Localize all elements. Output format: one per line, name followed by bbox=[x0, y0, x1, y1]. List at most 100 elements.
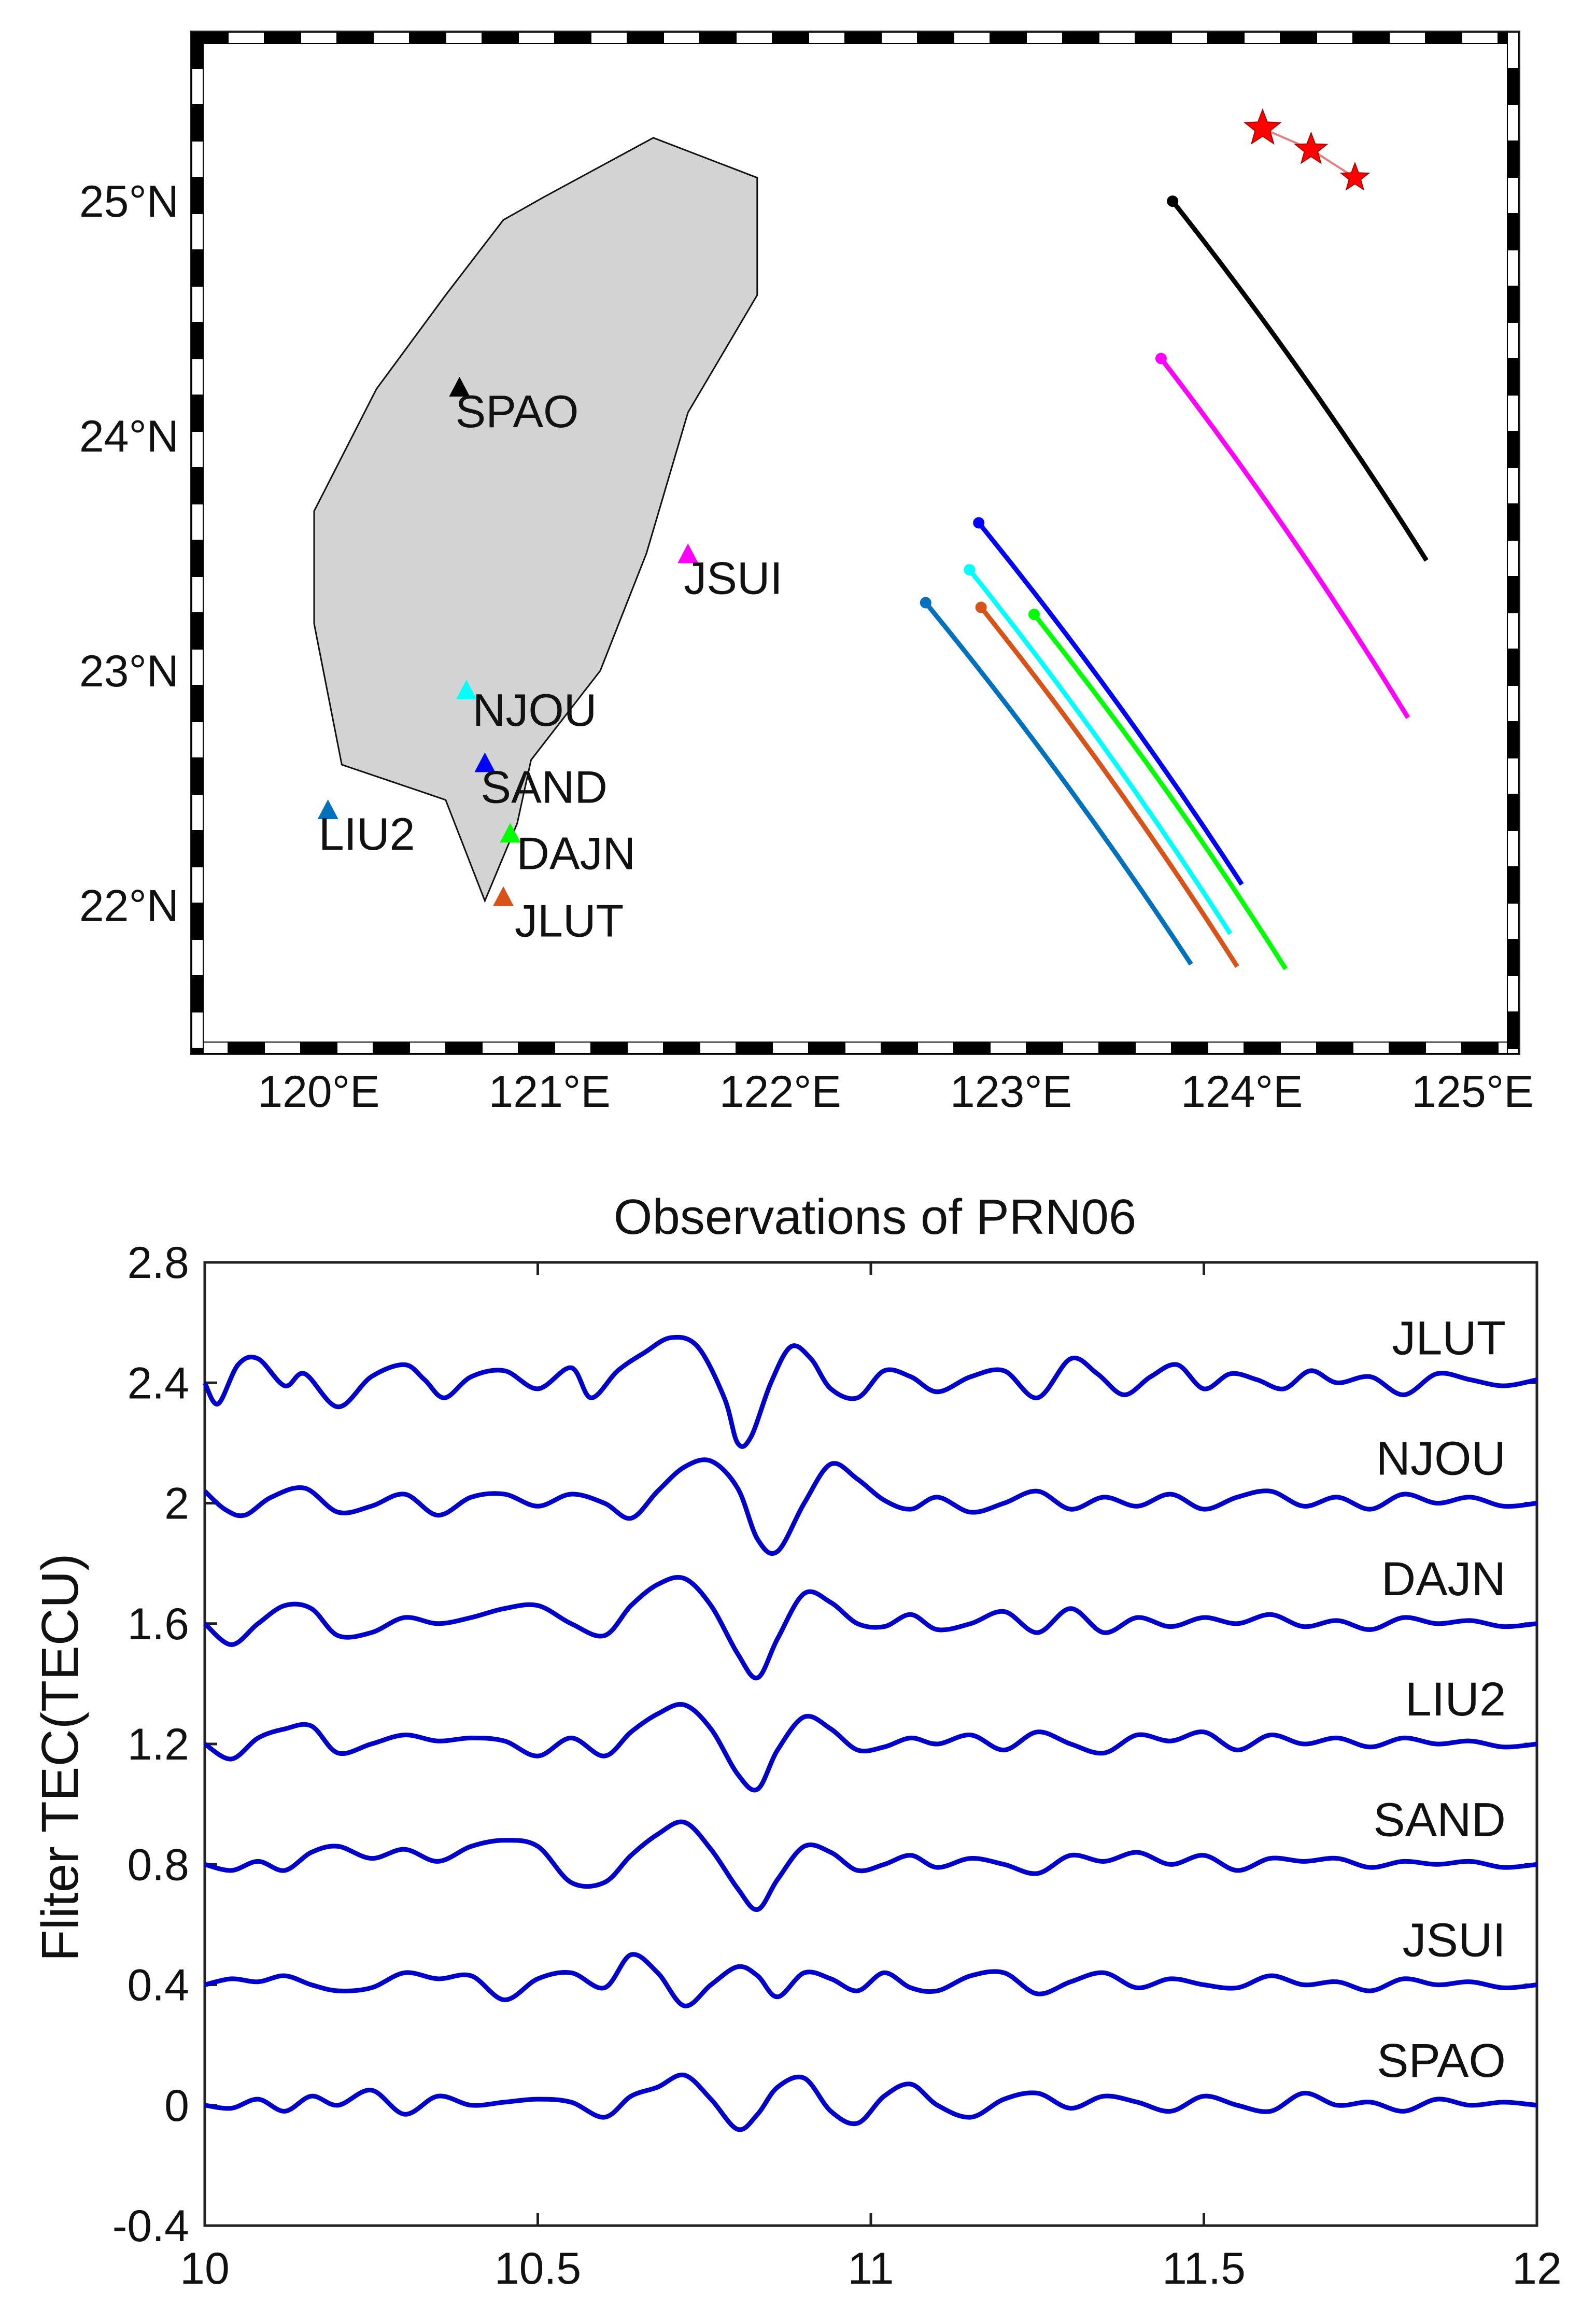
series-label: LIU2 bbox=[1405, 1673, 1506, 1726]
y-tick-label: 24°N bbox=[79, 412, 179, 461]
border-segment bbox=[191, 975, 204, 1012]
border-segment bbox=[482, 1042, 519, 1054]
y-tick-label: -0.4 bbox=[112, 2201, 189, 2251]
border-segment bbox=[1461, 32, 1499, 44]
border-segment bbox=[300, 1042, 337, 1054]
epicenters bbox=[1243, 108, 1371, 191]
station-triangle-icon bbox=[449, 376, 470, 397]
border-segment bbox=[191, 1048, 204, 1054]
ipp-start-dot bbox=[1028, 609, 1040, 621]
border-segment bbox=[844, 1042, 882, 1054]
x-tick-label: 11.5 bbox=[1162, 2244, 1246, 2294]
ipp-track bbox=[1170, 200, 1429, 562]
station-triangle-icon bbox=[317, 799, 338, 820]
border-segment bbox=[917, 1042, 954, 1054]
tec-series-line bbox=[203, 1457, 1537, 1556]
station-label: SAND bbox=[481, 761, 608, 812]
epicenter-star-icon bbox=[1294, 131, 1329, 164]
border-segment bbox=[264, 32, 301, 44]
border-segment bbox=[736, 32, 773, 44]
x-tick-label: 122°E bbox=[719, 1067, 841, 1117]
border-segment bbox=[191, 68, 204, 105]
y-tick-label: 2.4 bbox=[127, 1358, 189, 1408]
border-segment bbox=[1280, 1042, 1317, 1054]
border-segment bbox=[228, 32, 265, 44]
border-segment bbox=[191, 140, 204, 178]
border-segment bbox=[1507, 467, 1519, 504]
border-segment bbox=[1507, 431, 1519, 468]
border-segment bbox=[191, 939, 204, 976]
border-segment bbox=[1507, 358, 1519, 396]
border-segment bbox=[1507, 140, 1519, 178]
border-segment bbox=[191, 866, 204, 904]
x-tick-label: 11 bbox=[848, 2244, 894, 2294]
border-segment bbox=[627, 1042, 664, 1054]
border-segment bbox=[1507, 721, 1519, 758]
border-segment bbox=[1461, 1042, 1499, 1054]
x-tick-label: 120°E bbox=[258, 1067, 379, 1117]
border-segment bbox=[590, 1042, 628, 1054]
series-label: NJOU bbox=[1376, 1432, 1506, 1485]
border-segment bbox=[191, 431, 204, 468]
x-tick-label: 121°E bbox=[488, 1067, 610, 1117]
border-segment bbox=[1507, 1048, 1519, 1054]
map-ticks: 120°E 121°E 122°E 123°E 124°E 125°E 22°N… bbox=[79, 177, 1534, 1117]
border-segment bbox=[1389, 32, 1426, 44]
x-tick-label: 123°E bbox=[950, 1067, 1072, 1117]
border-segment bbox=[699, 1042, 737, 1054]
border-segment bbox=[191, 540, 204, 577]
border-segment bbox=[736, 1042, 773, 1054]
border-segment bbox=[191, 249, 204, 287]
border-segment bbox=[953, 32, 991, 44]
series-label: SPAO bbox=[1377, 2034, 1506, 2087]
series-label: SAND bbox=[1373, 1793, 1506, 1846]
border-segment bbox=[808, 1042, 845, 1054]
border-segment bbox=[1507, 612, 1519, 650]
series-labels: JLUT NJOU DAJN LIU2 SAND JSUI SPAO bbox=[1373, 1312, 1506, 2087]
y-tick-label: 25°N bbox=[79, 177, 179, 227]
border-segment bbox=[336, 1042, 374, 1054]
x-tick-label: 10.5 bbox=[495, 2244, 581, 2294]
series-label: JSUI bbox=[1403, 1914, 1506, 1967]
border-segment bbox=[191, 395, 204, 432]
series-label: JLUT bbox=[1392, 1312, 1506, 1365]
y-tick-label: 23°N bbox=[79, 646, 179, 696]
border-segment bbox=[881, 32, 918, 44]
epicenter-star-icon bbox=[1243, 108, 1282, 145]
border-segment bbox=[191, 177, 204, 214]
border-segment bbox=[1062, 32, 1099, 44]
border-segment bbox=[445, 1042, 483, 1054]
y-tick-label: 1.2 bbox=[127, 1720, 189, 1769]
tec-panel: Observations of PRN06 Fliter TEC(TECU) -… bbox=[31, 1189, 1562, 2294]
border-segment bbox=[373, 32, 410, 44]
map-panel: 120°E 121°E 122°E 123°E 124°E 125°E 22°N… bbox=[79, 31, 1534, 1117]
x-tick-label: 12 bbox=[1512, 2244, 1562, 2294]
y-axis-label: Fliter TEC(TECU) bbox=[31, 1553, 89, 1961]
border-segment bbox=[191, 830, 204, 867]
border-segment bbox=[445, 32, 483, 44]
tec-series-line bbox=[204, 2072, 1537, 2132]
border-segment bbox=[990, 32, 1027, 44]
border-segment bbox=[1316, 1042, 1353, 1054]
border-segment bbox=[1507, 213, 1519, 250]
border-segment bbox=[1171, 1042, 1208, 1054]
station-labels: SPAO JSUI NJOU SAND LIU2 DAJN JLUT bbox=[319, 386, 783, 947]
border-segment bbox=[1507, 540, 1519, 577]
border-segment bbox=[409, 32, 446, 44]
ipp-track bbox=[924, 601, 1193, 966]
station-triangle-icon bbox=[474, 752, 496, 772]
stations bbox=[317, 376, 699, 906]
border-segment bbox=[1507, 1011, 1519, 1049]
ipp-track bbox=[979, 606, 1239, 968]
ipp-track bbox=[977, 521, 1244, 886]
station-triangle-icon bbox=[677, 543, 699, 564]
border-segment bbox=[1507, 395, 1519, 432]
border-segment bbox=[1207, 1042, 1245, 1054]
border-segment bbox=[191, 794, 204, 831]
border-segment bbox=[1062, 1042, 1099, 1054]
taiwan-coastline bbox=[313, 137, 758, 903]
border-segment bbox=[1135, 32, 1172, 44]
border-segment bbox=[1507, 903, 1519, 940]
ipp-start-dot bbox=[975, 601, 987, 613]
